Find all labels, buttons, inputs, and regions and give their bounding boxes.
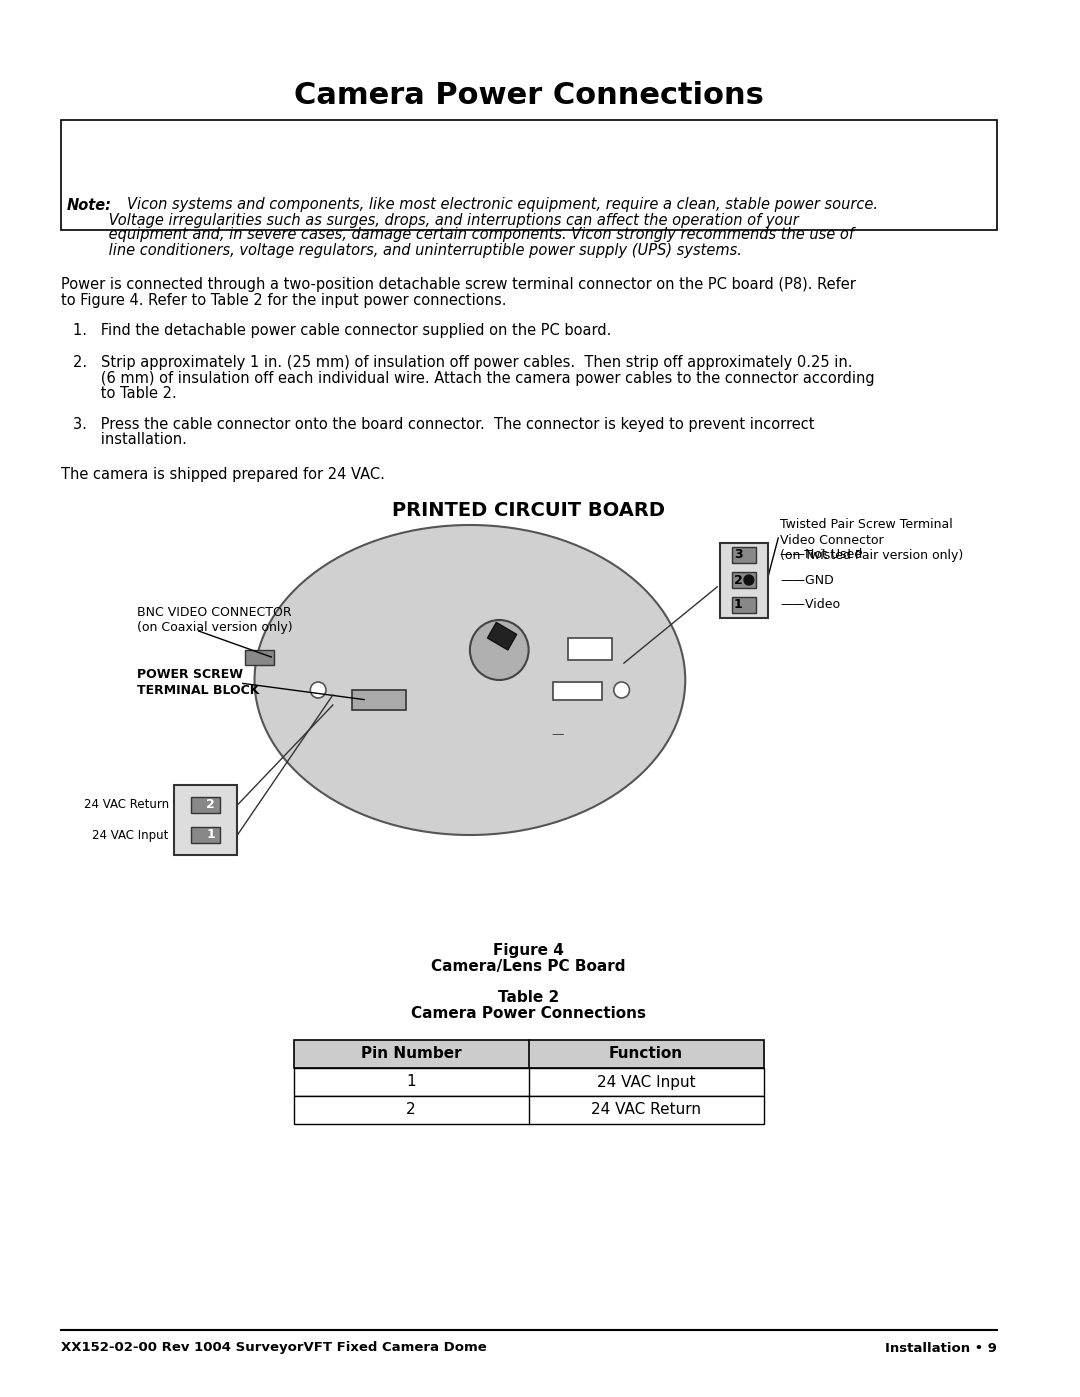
Bar — [245, 650, 274, 665]
Text: 24 VAC Return: 24 VAC Return — [591, 1102, 701, 1118]
Text: Function: Function — [609, 1046, 684, 1062]
Bar — [191, 827, 220, 842]
Text: POWER SCREW: POWER SCREW — [137, 669, 243, 682]
Text: ——Video: ——Video — [780, 598, 840, 612]
Text: Twisted Pair Screw Terminal: Twisted Pair Screw Terminal — [780, 518, 953, 531]
Text: installation.: installation. — [73, 433, 187, 447]
Text: 1: 1 — [733, 598, 742, 612]
Text: The camera is shipped prepared for 24 VAC.: The camera is shipped prepared for 24 VA… — [60, 468, 384, 482]
Text: Camera Power Connections: Camera Power Connections — [294, 81, 764, 109]
Text: to Table 2.: to Table 2. — [73, 386, 177, 401]
Bar — [294, 1039, 764, 1067]
Text: 24 VAC Return: 24 VAC Return — [84, 799, 168, 812]
Text: 1: 1 — [206, 828, 215, 841]
Bar — [732, 548, 756, 563]
Text: Pin Number: Pin Number — [361, 1046, 461, 1062]
Text: Installation • 9: Installation • 9 — [885, 1341, 997, 1355]
Text: Table 2: Table 2 — [498, 990, 559, 1006]
Text: Figure 4: Figure 4 — [494, 943, 564, 957]
Text: 2: 2 — [206, 799, 215, 812]
Text: (on Twisted Pair version only): (on Twisted Pair version only) — [780, 549, 963, 562]
Circle shape — [310, 682, 326, 698]
Bar — [732, 597, 756, 613]
Text: 3: 3 — [733, 549, 742, 562]
Text: Camera Power Connections: Camera Power Connections — [411, 1006, 646, 1021]
Text: TERMINAL BLOCK: TERMINAL BLOCK — [137, 683, 259, 697]
Text: (6 mm) of insulation off each individual wire. Attach the camera power cables to: (6 mm) of insulation off each individual… — [73, 370, 875, 386]
Text: Video Connector: Video Connector — [780, 534, 883, 546]
Bar — [553, 682, 602, 700]
Circle shape — [744, 576, 754, 585]
Bar — [174, 785, 238, 855]
Text: Note:: Note: — [67, 197, 111, 212]
Text: (on Coaxial version only): (on Coaxial version only) — [137, 622, 293, 634]
Text: 24 VAC Input: 24 VAC Input — [93, 828, 168, 841]
Text: 1: 1 — [406, 1074, 416, 1090]
Bar — [487, 623, 516, 650]
Text: ——GND: ——GND — [780, 574, 834, 587]
Text: XX152-02-00 Rev 1004 SurveyorVFT Fixed Camera Dome: XX152-02-00 Rev 1004 SurveyorVFT Fixed C… — [60, 1341, 486, 1355]
Text: Camera/Lens PC Board: Camera/Lens PC Board — [431, 958, 626, 974]
Text: 24 VAC Input: 24 VAC Input — [597, 1074, 696, 1090]
Text: line conditioners, voltage regulators, and uninterruptible power supply (UPS) sy: line conditioners, voltage regulators, a… — [67, 243, 742, 257]
FancyBboxPatch shape — [60, 120, 997, 231]
Text: PRINTED CIRCUIT BOARD: PRINTED CIRCUIT BOARD — [392, 500, 665, 520]
Bar — [191, 798, 220, 813]
Text: 1.   Find the detachable power cable connector supplied on the PC board.: 1. Find the detachable power cable conne… — [73, 323, 611, 338]
Text: Power is connected through a two-position detachable screw terminal connector on: Power is connected through a two-positio… — [60, 278, 855, 292]
Bar — [352, 690, 406, 710]
Bar — [719, 542, 769, 617]
Bar — [294, 1067, 764, 1097]
Text: Voltage irregularities such as surges, drops, and interruptions can affect the o: Voltage irregularities such as surges, d… — [67, 212, 798, 228]
Circle shape — [470, 620, 528, 680]
Bar — [294, 1097, 764, 1125]
Ellipse shape — [255, 525, 685, 835]
Circle shape — [613, 682, 630, 698]
Text: 2: 2 — [733, 574, 742, 587]
Text: 2: 2 — [406, 1102, 416, 1118]
Text: 2.   Strip approximately 1 in. (25 mm) of insulation off power cables.  Then str: 2. Strip approximately 1 in. (25 mm) of … — [73, 355, 853, 370]
Text: to Figure 4. Refer to Table 2 for the input power connections.: to Figure 4. Refer to Table 2 for the in… — [60, 292, 507, 307]
Bar — [568, 638, 612, 659]
Text: equipment and, in severe cases, damage certain components. Vicon strongly recomm: equipment and, in severe cases, damage c… — [67, 228, 853, 243]
Text: —: — — [552, 728, 564, 742]
Text: ——Not Used: ——Not Used — [780, 549, 863, 562]
Text: Vicon systems and components, like most electronic equipment, require a clean, s: Vicon systems and components, like most … — [127, 197, 878, 212]
Bar — [732, 571, 756, 588]
Text: BNC VIDEO CONNECTOR: BNC VIDEO CONNECTOR — [137, 605, 292, 619]
Text: 3.   Press the cable connector onto the board connector.  The connector is keyed: 3. Press the cable connector onto the bo… — [73, 418, 815, 433]
